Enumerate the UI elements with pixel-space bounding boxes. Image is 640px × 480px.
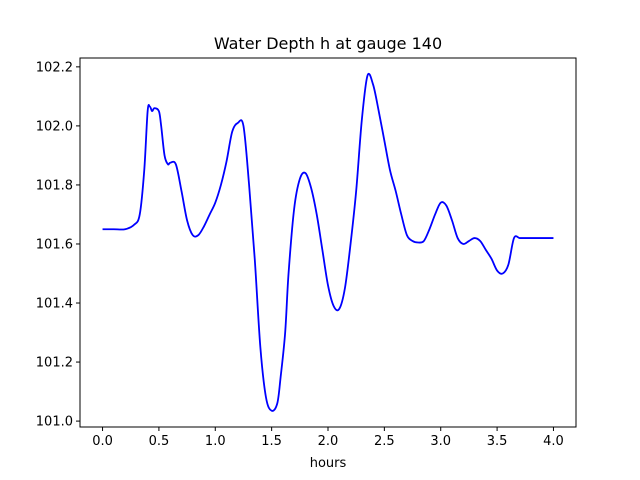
x-tick-label: 1.0 [205, 434, 226, 449]
x-tick-label: 4.0 [543, 434, 564, 449]
x-tick-label: 2.5 [374, 434, 395, 449]
y-tick-label: 101.8 [36, 178, 73, 193]
x-tick-label: 2.0 [318, 434, 339, 449]
x-axis: 0.0 0.5 1.0 1.5 2.0 2.5 3.0 3.5 4.0 [92, 427, 564, 449]
x-tick-label: 0.0 [92, 434, 113, 449]
y-tick-label: 101.0 [36, 415, 73, 430]
x-tick-label: 0.5 [149, 434, 170, 449]
y-tick-label: 102.0 [36, 119, 73, 134]
y-axis: 101.0 101.2 101.4 101.6 101.8 102.0 102.2 [36, 60, 80, 430]
y-tick-label: 101.4 [36, 297, 73, 312]
plot-area [102, 72, 554, 412]
x-tick-label: 3.5 [487, 434, 508, 449]
chart-title: Water Depth h at gauge 140 [214, 34, 442, 53]
series-line-0 [102, 72, 554, 412]
x-tick-label: 1.5 [261, 434, 282, 449]
x-tick-label: 3.0 [430, 434, 451, 449]
x-axis-label: hours [310, 456, 347, 471]
y-tick-label: 102.2 [36, 60, 73, 75]
y-tick-label: 101.2 [36, 356, 73, 371]
y-tick-label: 101.6 [36, 237, 73, 252]
